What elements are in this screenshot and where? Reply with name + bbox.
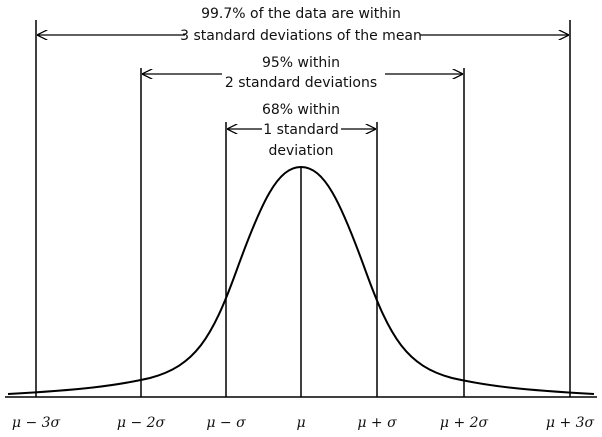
axis-label: μ − σ bbox=[206, 415, 246, 431]
annotation: 3 standard deviations of the mean bbox=[180, 28, 422, 44]
sigma-lines bbox=[35, 20, 571, 397]
axis-label: μ + σ bbox=[357, 415, 397, 431]
axis-label: μ − 2σ bbox=[117, 415, 166, 431]
axis-label: μ + 2σ bbox=[440, 415, 489, 431]
annotation: 1 standard bbox=[263, 122, 338, 138]
annotation: 68% within bbox=[262, 102, 340, 118]
annotation: 99.7% of the data are within bbox=[201, 6, 401, 22]
annotation: 2 standard deviations bbox=[225, 75, 377, 91]
annotation: 95% within bbox=[262, 55, 340, 71]
bell-curve bbox=[7, 165, 595, 395]
annotation: deviation bbox=[268, 143, 333, 159]
range-arrows bbox=[37, 35, 569, 129]
axis-label: μ bbox=[296, 415, 305, 431]
axis-label: μ − 3σ bbox=[12, 415, 61, 431]
axis-label: μ + 3σ bbox=[546, 415, 595, 431]
